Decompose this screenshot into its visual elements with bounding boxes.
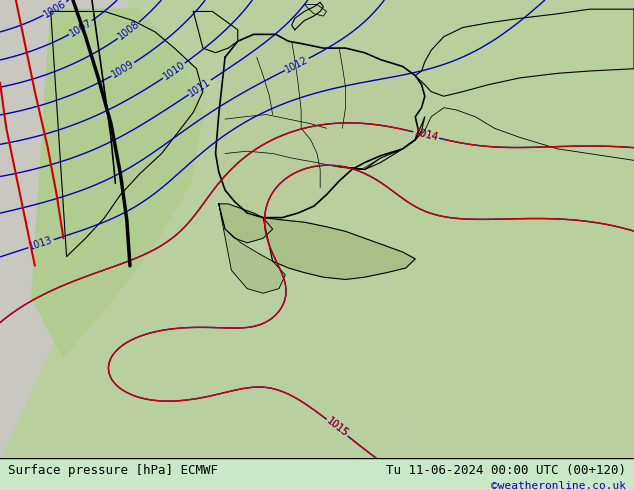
Polygon shape bbox=[415, 9, 634, 96]
Text: Tu 11-06-2024 00:00 UTC (00+120): Tu 11-06-2024 00:00 UTC (00+120) bbox=[386, 464, 626, 477]
Polygon shape bbox=[32, 9, 203, 357]
Polygon shape bbox=[304, 4, 327, 16]
Polygon shape bbox=[0, 0, 139, 458]
Polygon shape bbox=[219, 204, 273, 243]
Text: 1009: 1009 bbox=[110, 59, 136, 80]
Text: 1006: 1006 bbox=[42, 0, 68, 19]
Polygon shape bbox=[193, 11, 238, 53]
Text: Surface pressure [hPa] ECMWF: Surface pressure [hPa] ECMWF bbox=[8, 464, 217, 477]
Polygon shape bbox=[412, 229, 634, 458]
Polygon shape bbox=[292, 2, 323, 30]
Polygon shape bbox=[0, 0, 634, 458]
Polygon shape bbox=[403, 108, 634, 458]
Text: 1014: 1014 bbox=[413, 127, 439, 143]
Text: 1015: 1015 bbox=[325, 416, 350, 439]
Text: 1011: 1011 bbox=[187, 76, 213, 98]
Text: 1014: 1014 bbox=[413, 127, 439, 143]
Polygon shape bbox=[51, 11, 203, 257]
Polygon shape bbox=[263, 218, 415, 279]
Text: 1013: 1013 bbox=[28, 235, 55, 252]
Text: 1015: 1015 bbox=[325, 416, 350, 439]
Text: 1008: 1008 bbox=[116, 19, 141, 42]
Text: ©weatheronline.co.uk: ©weatheronline.co.uk bbox=[491, 481, 626, 490]
Polygon shape bbox=[219, 204, 285, 293]
Text: 1010: 1010 bbox=[161, 60, 187, 82]
Text: 1012: 1012 bbox=[283, 54, 310, 74]
Text: 1007: 1007 bbox=[67, 17, 94, 39]
Polygon shape bbox=[216, 34, 425, 218]
